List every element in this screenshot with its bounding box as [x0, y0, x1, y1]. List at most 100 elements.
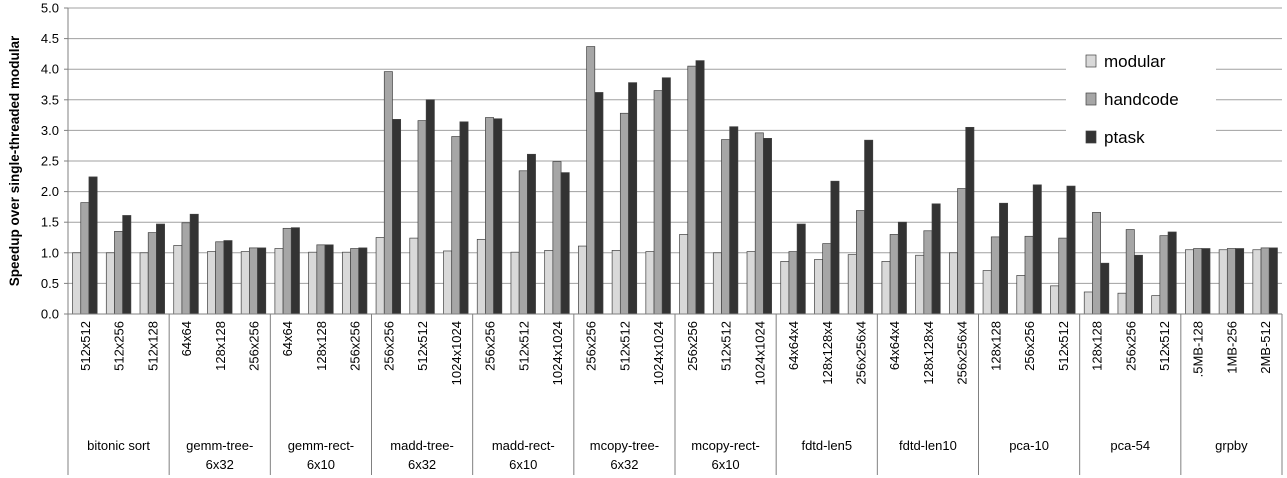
x-group-label: grpby: [1215, 438, 1248, 453]
bar-ptask: [156, 223, 165, 315]
bar-modular: [240, 251, 250, 315]
x-group-label: fdtd-len5: [801, 438, 852, 453]
bar-modular: [1151, 295, 1161, 315]
x-item-label: 128x128x4: [820, 321, 835, 385]
grid-layer: [68, 7, 1282, 315]
x-item-label: 64x64: [179, 321, 194, 356]
x-item-label: 128x128: [1090, 321, 1105, 371]
bar-modular: [139, 252, 149, 315]
bar-modular: [341, 251, 351, 315]
bar-handcode: [619, 112, 629, 315]
bar-ptask: [897, 221, 907, 315]
bar-ptask: [729, 126, 739, 315]
x-group-label: 6x32: [610, 457, 638, 472]
x-item-label: 1MB-256: [1224, 321, 1239, 374]
bar-modular: [375, 237, 385, 315]
x-group-label: 6x10: [307, 457, 335, 472]
bar-ptask: [223, 240, 233, 315]
x-item-label: 1024x1024: [752, 321, 767, 385]
x-item-label: 128x128: [213, 321, 228, 371]
bar-handcode: [80, 202, 90, 315]
y-tick-label: 4.5: [41, 31, 59, 46]
x-item-label: 512x512: [719, 321, 734, 371]
bar-ptask: [1066, 185, 1076, 315]
legend-label-ptask: ptask: [1104, 128, 1145, 147]
bar-handcode: [1193, 248, 1203, 315]
x-item-label: 512x512: [1157, 321, 1172, 371]
x-group-label: 6x10: [509, 457, 537, 472]
bar-modular: [1218, 249, 1228, 315]
y-tick-label: 3.0: [41, 123, 59, 138]
bar-handcode: [923, 230, 933, 315]
y-axis-title: Speedup over single-threaded modular: [7, 35, 22, 286]
y-tick-label: 1.5: [41, 215, 59, 230]
bar-handcode: [1260, 247, 1270, 315]
bar-handcode: [1226, 248, 1236, 315]
bar-modular: [510, 251, 520, 315]
x-item-label: 256x256x4: [955, 321, 970, 385]
bar-handcode: [1058, 237, 1068, 315]
bar-ptask: [257, 247, 267, 315]
bar-ptask: [1167, 231, 1177, 315]
x-group-label: pca-54: [1110, 438, 1150, 453]
x-item-label: 512x512: [516, 321, 531, 371]
bar-ptask: [763, 138, 772, 315]
bar-layer: [72, 46, 1278, 315]
bar-modular: [814, 259, 824, 315]
y-tick-label: 3.5: [41, 92, 59, 107]
x-item-label: 512x512: [78, 321, 93, 371]
bar-handcode: [383, 71, 393, 315]
bar-modular: [544, 250, 554, 315]
bar-handcode: [754, 132, 764, 315]
bar-ptask: [493, 118, 503, 315]
bar-handcode: [451, 136, 461, 315]
bar-modular: [712, 252, 722, 315]
bar-modular: [948, 252, 958, 315]
bar-handcode: [1159, 235, 1169, 315]
x-item-label: 512x128: [145, 321, 160, 371]
bar-ptask: [931, 203, 941, 315]
legend-label-modular: modular: [1104, 52, 1166, 71]
legend-swatch-ptask: [1085, 130, 1097, 144]
bar-handcode: [721, 139, 731, 315]
bar-handcode: [856, 210, 865, 315]
x-item-label: 256x256: [381, 321, 396, 371]
bar-ptask: [594, 92, 604, 315]
x-item-label: 64x64x4: [887, 321, 902, 370]
bar-ptask: [392, 119, 402, 315]
bar-modular: [1083, 291, 1093, 315]
axis-layer: 0.0 0.5 1.0 1.5 2.0 2.5 3.0 3.5 4.0 4.5 5.0 512x512…: [41, 1, 1283, 475]
x-item-label: 1024x1024: [449, 321, 464, 385]
bar-ptask: [459, 121, 469, 315]
bar-ptask: [999, 202, 1009, 315]
bar-handcode: [586, 46, 596, 315]
bar-modular: [746, 251, 756, 315]
x-item-label: 256x256: [246, 321, 261, 371]
bar-ptask: [1268, 247, 1278, 315]
bar-ptask: [1032, 184, 1042, 315]
bar-ptask: [1100, 262, 1110, 315]
bar-modular: [679, 234, 689, 315]
x-item-label: 512x512: [617, 321, 632, 371]
bar-modular: [105, 252, 115, 315]
bar-modular: [409, 237, 419, 315]
x-group-label: madd-tree-: [390, 438, 454, 453]
x-group-label: 6x10: [711, 457, 739, 472]
x-item-label: 256x256x4: [853, 321, 868, 385]
bar-ptask: [425, 99, 435, 315]
x-item-label: 1024x1024: [651, 321, 666, 385]
y-tick-label: 4.0: [41, 62, 59, 77]
x-item-label: 128x128: [988, 321, 1003, 371]
bar-handcode: [215, 241, 225, 315]
bar-handcode: [249, 247, 258, 315]
x-item-label: 256x256: [348, 321, 363, 371]
x-item-label: 256x256: [685, 321, 700, 371]
bar-ptask: [189, 213, 199, 315]
bar-handcode: [282, 227, 292, 315]
bar-modular: [881, 261, 891, 315]
bar-modular: [173, 245, 183, 315]
x-item-label: 256x256: [483, 321, 498, 371]
bar-modular: [207, 251, 216, 315]
y-tick-label: 2.5: [41, 154, 59, 169]
